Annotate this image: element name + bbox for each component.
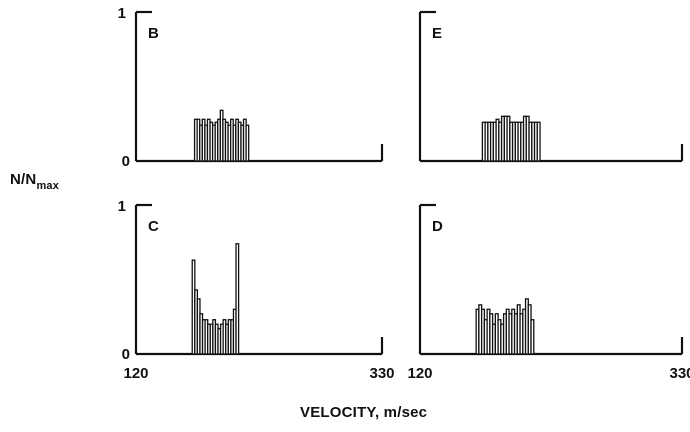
panel-label-b: B: [148, 25, 159, 42]
panels-group: B 1 0 E C 1 0 120 330 D 120 330: [118, 5, 690, 382]
y-tick-label-1-c: 1: [118, 198, 126, 215]
panel-c: C 1 0 120 330: [118, 198, 395, 382]
y-tick-label-0-c: 0: [122, 346, 130, 363]
histogram-bar-e: [536, 121, 541, 162]
panel-e: E: [418, 10, 684, 163]
panel-b: B 1 0: [118, 5, 384, 170]
y-tick-label-1-b: 1: [118, 5, 126, 22]
histogram-bar-b: [245, 124, 250, 162]
panel-label-c: C: [148, 218, 159, 235]
y-axis-label-subscript: max: [36, 180, 60, 192]
x-tick-label-max-d: 330: [669, 365, 690, 382]
histogram-bar-c: [235, 243, 240, 355]
panel-label-e: E: [432, 25, 442, 42]
y-axis-label: N/Nmax: [10, 171, 59, 192]
y-axis-label-main: N/N: [10, 171, 37, 188]
panel-label-d: D: [432, 218, 443, 235]
panel-d: D 120 330: [407, 203, 690, 382]
y-tick-label-0-b: 0: [122, 153, 130, 170]
x-tick-label-max-c: 330: [369, 365, 394, 382]
x-tick-label-min-c: 120: [123, 365, 148, 382]
x-axis-label: VELOCITY, m/sec: [300, 404, 428, 421]
x-tick-label-min-d: 120: [407, 365, 432, 382]
histogram-bar-d: [530, 319, 535, 355]
